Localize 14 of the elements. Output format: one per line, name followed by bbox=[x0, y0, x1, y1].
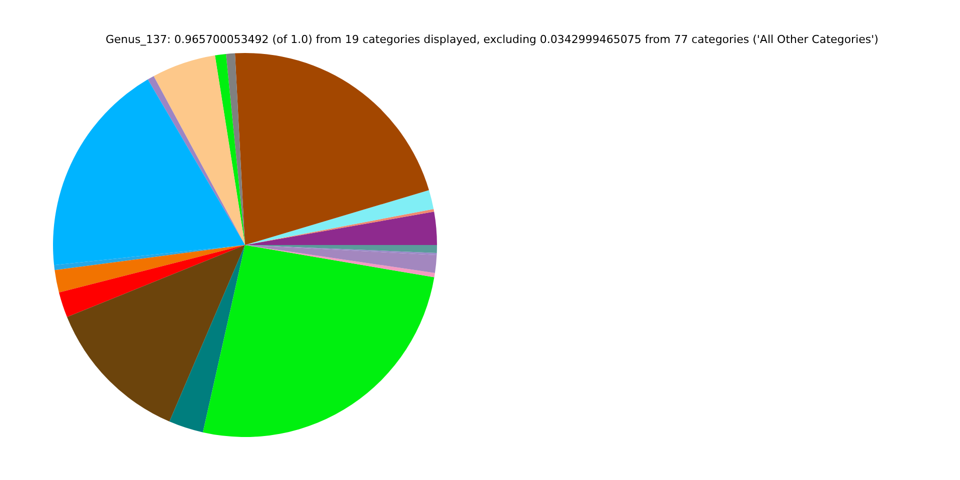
pie-slice bbox=[245, 190, 434, 245]
pie-slice bbox=[58, 245, 245, 318]
pie-slice bbox=[169, 245, 245, 432]
pie-slice bbox=[53, 79, 245, 266]
pie-slice bbox=[214, 54, 245, 245]
pie-slice bbox=[67, 245, 245, 422]
pie-slice bbox=[54, 245, 245, 270]
pie-slice bbox=[226, 53, 245, 245]
pie-slice bbox=[154, 55, 245, 245]
pie-slice bbox=[54, 245, 245, 293]
pie-slice bbox=[148, 76, 245, 245]
pie-slice bbox=[234, 53, 429, 245]
text: Genus_137: 0.965700053492 (of 1.0) from 19 categories displayed, excluding 0.0342999465075 from 77 categories ('All Other Categories') bbox=[104, 33, 880, 46]
pie-slice bbox=[202, 245, 434, 437]
